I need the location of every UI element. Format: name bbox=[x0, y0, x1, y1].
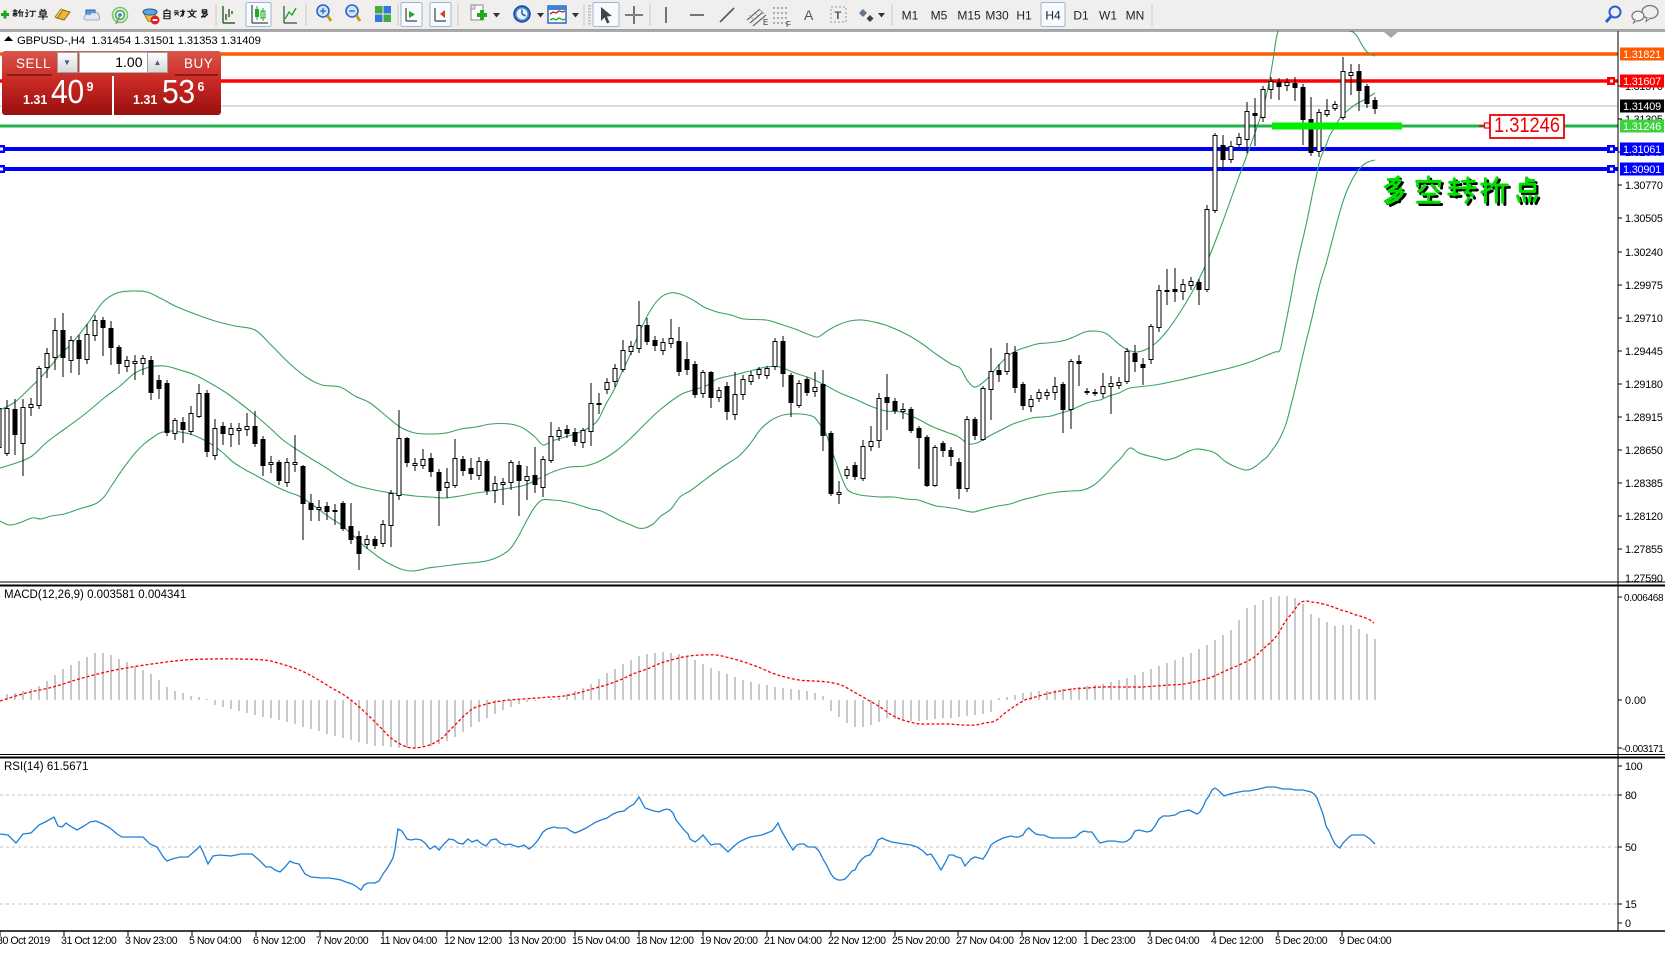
svg-text:9 Dec 04:00: 9 Dec 04:00 bbox=[1339, 935, 1392, 947]
svg-text:31 Oct 12:00: 31 Oct 12:00 bbox=[61, 935, 117, 947]
svg-text:0.006468: 0.006468 bbox=[1624, 593, 1664, 604]
svg-text:11 Nov 04:00: 11 Nov 04:00 bbox=[380, 935, 437, 947]
svg-text:1.31061: 1.31061 bbox=[1623, 144, 1661, 156]
svg-text:RSI(14) 61.5671: RSI(14) 61.5671 bbox=[4, 761, 88, 773]
svg-text:19 Nov 20:00: 19 Nov 20:00 bbox=[700, 935, 758, 947]
svg-text:28 Nov 12:00: 28 Nov 12:00 bbox=[1019, 935, 1077, 947]
svg-text:T: T bbox=[835, 10, 842, 22]
svg-text:12 Nov 12:00: 12 Nov 12:00 bbox=[444, 935, 502, 947]
svg-text:4 Dec 12:00: 4 Dec 12:00 bbox=[1211, 935, 1264, 947]
svg-text:1.31246: 1.31246 bbox=[1623, 121, 1661, 133]
svg-text:MN: MN bbox=[1126, 9, 1145, 23]
svg-text:1.28650: 1.28650 bbox=[1625, 445, 1663, 457]
svg-text:1.27590: 1.27590 bbox=[1625, 573, 1663, 585]
svg-text:1.30770: 1.30770 bbox=[1625, 180, 1663, 192]
svg-text:1.29445: 1.29445 bbox=[1625, 346, 1663, 358]
svg-text:H1: H1 bbox=[1016, 9, 1032, 23]
svg-text:M15: M15 bbox=[957, 9, 981, 23]
svg-text:0: 0 bbox=[1625, 918, 1631, 930]
svg-text:1.31607: 1.31607 bbox=[1623, 76, 1661, 88]
svg-text:1.31409: 1.31409 bbox=[1623, 101, 1661, 113]
svg-text:0.00: 0.00 bbox=[1625, 695, 1646, 707]
svg-text:1.30505: 1.30505 bbox=[1625, 213, 1663, 225]
svg-text:5 Nov 04:00: 5 Nov 04:00 bbox=[189, 935, 242, 947]
svg-text:M5: M5 bbox=[931, 9, 948, 23]
svg-text:1 Dec 23:00: 1 Dec 23:00 bbox=[1083, 935, 1136, 947]
svg-text:1.27855: 1.27855 bbox=[1625, 544, 1663, 556]
svg-text:E: E bbox=[763, 18, 768, 27]
svg-text:18 Nov 12:00: 18 Nov 12:00 bbox=[636, 935, 694, 947]
svg-text:100: 100 bbox=[1625, 761, 1643, 773]
svg-text:MACD(12,26,9) 0.003581 0.00434: MACD(12,26,9) 0.003581 0.004341 bbox=[4, 589, 186, 601]
svg-text:1.31246: 1.31246 bbox=[1494, 114, 1560, 137]
svg-text:3 Dec 04:00: 3 Dec 04:00 bbox=[1147, 935, 1200, 947]
svg-text:-0.003171: -0.003171 bbox=[1622, 744, 1664, 755]
svg-text:M30: M30 bbox=[985, 9, 1009, 23]
svg-text:H4: H4 bbox=[1045, 9, 1061, 23]
svg-text:1.30240: 1.30240 bbox=[1625, 247, 1663, 259]
svg-text:7 Nov 20:00: 7 Nov 20:00 bbox=[316, 935, 369, 947]
svg-text:1.28385: 1.28385 bbox=[1625, 478, 1663, 490]
svg-text:D1: D1 bbox=[1073, 9, 1089, 23]
svg-text:6 Nov 12:00: 6 Nov 12:00 bbox=[253, 935, 306, 947]
svg-text:21 Nov 04:00: 21 Nov 04:00 bbox=[764, 935, 822, 947]
svg-text:27 Nov 04:00: 27 Nov 04:00 bbox=[956, 935, 1014, 947]
svg-text:1.29710: 1.29710 bbox=[1625, 313, 1663, 325]
svg-text:1.30901: 1.30901 bbox=[1623, 164, 1661, 176]
svg-text:25 Nov 20:00: 25 Nov 20:00 bbox=[892, 935, 950, 947]
svg-text:GBPUSD-,H4 1.31454 1.31501 1.: GBPUSD-,H4 1.31454 1.31501 1.31353 1.314… bbox=[17, 35, 261, 47]
svg-text:1.31821: 1.31821 bbox=[1623, 49, 1661, 61]
svg-text:15 Nov 04:00: 15 Nov 04:00 bbox=[572, 935, 630, 947]
svg-text:1.28915: 1.28915 bbox=[1625, 412, 1663, 424]
svg-text:1.29975: 1.29975 bbox=[1625, 280, 1663, 292]
svg-text:30 Oct 2019: 30 Oct 2019 bbox=[0, 935, 50, 947]
svg-text:22 Nov 12:00: 22 Nov 12:00 bbox=[828, 935, 886, 947]
svg-text:50: 50 bbox=[1625, 842, 1637, 854]
svg-text:13 Nov 20:00: 13 Nov 20:00 bbox=[508, 935, 566, 947]
svg-text:1.29180: 1.29180 bbox=[1625, 379, 1663, 391]
svg-text:A: A bbox=[804, 7, 814, 23]
svg-text:1.28120: 1.28120 bbox=[1625, 511, 1663, 523]
svg-text:F: F bbox=[786, 20, 791, 29]
svg-text:80: 80 bbox=[1625, 790, 1637, 802]
svg-text:15: 15 bbox=[1625, 899, 1637, 911]
svg-text:3 Nov 23:00: 3 Nov 23:00 bbox=[125, 935, 178, 947]
svg-text:W1: W1 bbox=[1099, 9, 1117, 23]
svg-text:5 Dec 20:00: 5 Dec 20:00 bbox=[1275, 935, 1328, 947]
svg-text:M1: M1 bbox=[902, 9, 919, 23]
